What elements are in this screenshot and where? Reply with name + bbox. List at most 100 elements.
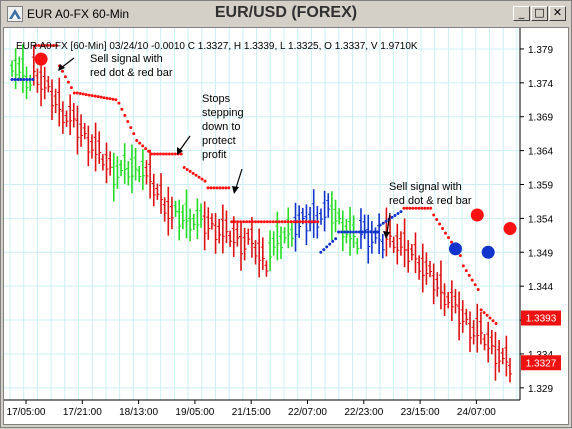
stop-dot-71	[221, 186, 225, 190]
stop-dot-160	[485, 313, 489, 317]
stop-dot-144	[438, 222, 442, 226]
x-tick-label-7: 23/15:00	[401, 407, 440, 418]
stop-dot-158	[479, 308, 483, 312]
stop-dot-62	[194, 173, 198, 177]
stop-dot-102	[313, 220, 317, 224]
stop-dot-92	[283, 220, 287, 224]
stop-dot-70	[218, 186, 222, 190]
stop-dot-7	[31, 77, 35, 81]
stop-dot-161	[488, 316, 492, 320]
stop-dot-82	[253, 220, 257, 224]
x-tick-label-0: 17/05:00	[7, 407, 46, 418]
stop-dot-40	[129, 126, 133, 130]
stop-dot-34	[111, 97, 115, 101]
stop-dot-112	[343, 230, 347, 234]
annotation-2-line-2: stepping	[202, 107, 244, 119]
stop-dot-133	[405, 206, 409, 210]
stop-dot-3	[19, 77, 23, 81]
buy-signal-dot-2	[448, 242, 462, 256]
price-chart[interactable]: 1.3291.3341.3391.3441.3491.3541.3591.364…	[4, 28, 568, 424]
stop-dot-21	[72, 91, 76, 95]
stop-dot-19	[66, 80, 70, 84]
stop-dot-51	[161, 152, 165, 156]
stop-dot-132	[402, 206, 406, 210]
price-badge-1-box	[521, 310, 561, 326]
stop-dot-96	[295, 220, 299, 224]
annotation-stops: Stops stepping down to protect profit	[177, 93, 244, 194]
stop-dot-122	[372, 230, 376, 234]
stop-dot-156	[473, 283, 477, 287]
stop-dot-57	[179, 152, 183, 156]
annotation-3-arrow	[386, 212, 391, 234]
stop-dot-115	[351, 230, 355, 234]
annotation-sell-signal-1: Sell signal with red dot & red bar	[58, 53, 173, 79]
chart-app-icon[interactable]	[7, 6, 23, 22]
stop-dot-61	[191, 171, 195, 175]
stop-dot-22	[75, 91, 79, 95]
stop-dot-87	[268, 220, 272, 224]
ohlc-bars	[10, 44, 512, 383]
y-tick-label-5: 1.354	[528, 214, 553, 225]
stop-dot-0	[10, 77, 14, 81]
stop-dot-163	[494, 321, 498, 325]
stop-dot-139	[423, 206, 427, 210]
annotation-2-arrow-b	[235, 168, 243, 189]
title-bar[interactable]: EUR A0-FX 60-Min EUR/USD (FOREX) _ □ ✕	[3, 3, 569, 25]
stop-dot-128	[390, 215, 394, 219]
stop-dot-114	[349, 230, 353, 234]
stop-dot-33	[108, 97, 112, 101]
stop-dot-46	[147, 149, 151, 153]
sell-signal-dot-0	[34, 52, 48, 66]
stop-dot-97	[298, 220, 302, 224]
stop-dot-78	[242, 220, 246, 224]
stop-dot-28	[93, 94, 97, 98]
stop-dot-118	[360, 230, 364, 234]
annotation-1-arrowhead	[58, 64, 65, 71]
stop-dot-79	[245, 220, 249, 224]
stop-dot-65	[203, 179, 207, 183]
stop-dot-120	[366, 230, 370, 234]
annotation-2-arrowhead-a	[177, 147, 183, 155]
stop-dot-137	[417, 206, 421, 210]
stop-dot-140	[426, 206, 430, 210]
y-tick-label-4: 1.349	[528, 248, 553, 259]
stop-dot-143	[435, 218, 439, 222]
stop-dot-60	[188, 169, 192, 173]
stop-dot-77	[239, 220, 243, 224]
stop-dot-81	[251, 220, 255, 224]
stop-dot-73	[227, 186, 231, 190]
maximize-button[interactable]: □	[531, 6, 548, 21]
close-button[interactable]: ✕	[549, 6, 566, 21]
stop-dot-47	[150, 152, 154, 156]
y-tick-labels: 1.3291.3341.3391.3441.3491.3541.3591.364…	[520, 45, 553, 395]
stop-dot-52	[164, 152, 168, 156]
stop-dot-130	[396, 212, 400, 216]
stop-dot-14	[52, 44, 56, 48]
stop-dot-88	[271, 220, 275, 224]
annotation-2-arrowhead-b	[232, 186, 239, 194]
y-tick-label-10: 1.379	[528, 45, 553, 56]
stop-dot-93	[286, 220, 290, 224]
stop-dot-29	[96, 95, 100, 99]
stop-dot-153	[464, 269, 468, 273]
stop-dot-106	[325, 245, 329, 249]
annotation-3-arrowhead	[383, 231, 390, 239]
stop-dot-89	[274, 220, 278, 224]
stop-dot-27	[90, 94, 94, 98]
x-tick-label-3: 19/05:00	[175, 407, 214, 418]
stop-dot-141	[429, 206, 433, 210]
annotation-3-line-2: red dot & red bar	[389, 195, 472, 207]
stop-dot-159	[482, 311, 486, 315]
stop-dot-103	[316, 220, 320, 224]
chart-grid	[4, 28, 520, 400]
stop-dot-126	[384, 219, 388, 223]
stop-dot-105	[322, 248, 326, 252]
stop-dot-67	[209, 186, 213, 190]
x-tick-label-6: 22/23:00	[344, 407, 383, 418]
stop-dot-145	[441, 227, 445, 231]
stop-dot-162	[491, 319, 495, 323]
stop-dot-38	[123, 113, 127, 117]
sell-signal-dot-4	[503, 222, 517, 236]
minimize-button[interactable]: _	[513, 6, 530, 21]
